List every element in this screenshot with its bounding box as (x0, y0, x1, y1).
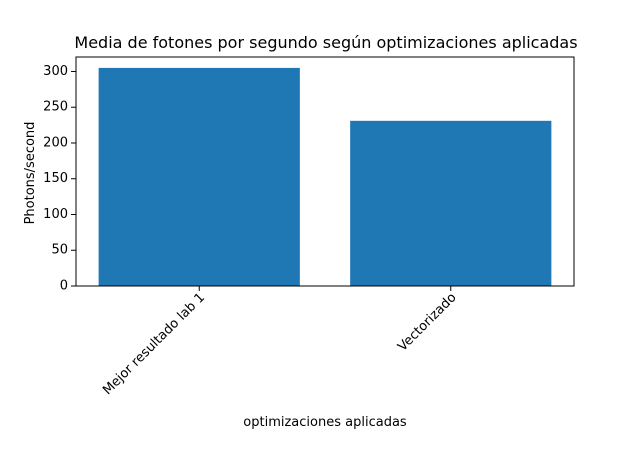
bar-0 (98, 67, 300, 287)
chart-title: Media de fotones por segundo según optim… (74, 33, 577, 52)
y-tick-label-0: 0 (60, 279, 68, 294)
bars-group (98, 67, 552, 287)
x-tick-label-1: Vectorizado (395, 290, 459, 354)
y-axis-label: Photons/second (23, 122, 38, 225)
y-tick-label-3: 150 (43, 171, 68, 186)
plot-frame (75, 56, 575, 287)
y-tick-label-2: 100 (43, 207, 68, 222)
y-tick-label-5: 250 (43, 100, 68, 115)
bar-1 (350, 120, 552, 286)
x-tick-label-0: Mejor resultado lab 1 (100, 290, 208, 398)
x-axis: Mejor resultado lab 1 Vectorizado (100, 286, 460, 398)
x-axis-label: optimizaciones aplicadas (243, 415, 407, 430)
y-tick-label-4: 200 (43, 135, 68, 150)
y-tick-label-6: 300 (43, 64, 68, 79)
y-tick-label-1: 50 (51, 243, 68, 258)
y-axis: 0 50 100 150 200 250 300 (43, 64, 76, 294)
